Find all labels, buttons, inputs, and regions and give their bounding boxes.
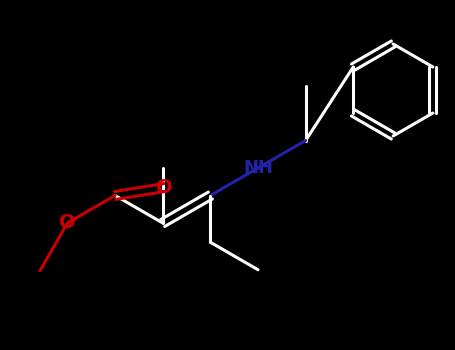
Text: O: O [59, 214, 76, 232]
Text: O: O [157, 178, 173, 197]
Text: NH: NH [243, 159, 273, 177]
